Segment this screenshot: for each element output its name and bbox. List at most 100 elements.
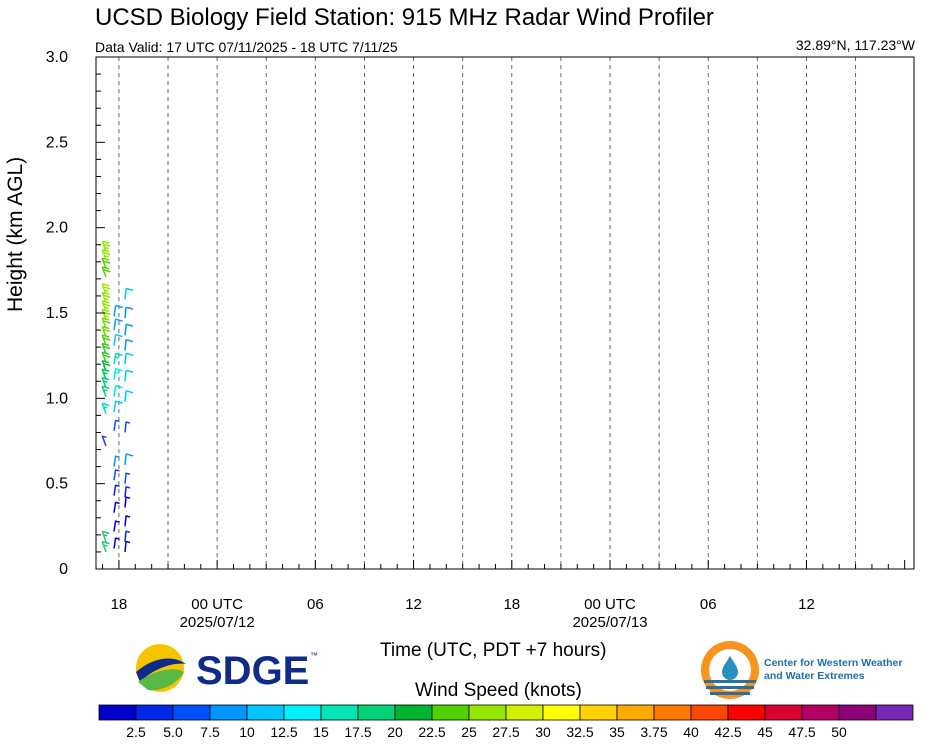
wind-barb (124, 486, 131, 498)
wind-barb (113, 385, 123, 397)
colorbar-cell (875, 704, 914, 721)
wind-barb (113, 520, 120, 532)
x-tick-date-label: 2025/07/13 (572, 614, 647, 631)
sdge-trademark: ™ (310, 651, 318, 660)
wind-barb (101, 540, 110, 553)
colorbar-tick-label: 5.0 (163, 724, 183, 740)
y-tick-label: 1.5 (46, 305, 68, 322)
y-tick-label: 0 (59, 561, 68, 578)
wind-barb (113, 318, 123, 331)
colorbar-tick-label: 15 (313, 724, 329, 740)
colorbar-cell (394, 704, 433, 721)
colorbar-label: Wind Speed (knots) (415, 680, 582, 701)
y-tick-label: 2.0 (46, 220, 68, 237)
colorbar-tick-label: 32.5 (566, 724, 593, 740)
wind-barb (101, 530, 110, 542)
wind-barb (113, 501, 120, 513)
colorbar-cell (838, 704, 877, 721)
wind-barb (113, 304, 123, 317)
colorbar-tick-label: 25 (461, 724, 477, 740)
wind-barb (124, 453, 134, 465)
colorbar-cell (431, 704, 470, 721)
wind-barb (124, 369, 134, 382)
wind-barb (101, 283, 111, 295)
colorbar-tick-label: 20 (387, 724, 403, 740)
colorbar-cell (653, 704, 692, 721)
colorbar-cell (283, 704, 322, 721)
wind-barb (124, 390, 134, 402)
wind-barb (124, 323, 134, 336)
colorbar-cell (764, 704, 803, 721)
x-tick-label: 06 (307, 596, 324, 613)
colorbar-cell (209, 704, 248, 721)
colorbar-cell (801, 704, 840, 721)
cw3e-name-line2: and Water Extremes (764, 670, 865, 682)
colorbar-cell (246, 704, 285, 721)
wind-barb (101, 402, 110, 414)
x-tick-label: 12 (405, 596, 422, 613)
y-axis: 0 0.5 1.0 1.5 2.0 2.5 3.0 (46, 49, 105, 578)
wind-profile-plot: 00.51.01.52.02.53.0 18 00 UTC2025/07/1206… (46, 49, 915, 631)
wind-barb (113, 367, 123, 380)
wind-barb (124, 515, 131, 527)
station-location: 32.89°N, 117.23°W (795, 37, 915, 53)
chart-title: UCSD Biology Field Station: 915 MHz Rada… (95, 4, 714, 31)
colorbar-tick-label: 12.5 (270, 724, 297, 740)
sdge-logo: SDGE ™ (136, 644, 318, 693)
colorbar-cell (468, 704, 507, 721)
wind-barb (113, 537, 120, 549)
colorbar-tick-label: 17.5 (344, 724, 371, 740)
sdge-wordmark: SDGE (196, 649, 309, 693)
wind-barb (124, 472, 131, 484)
wind-barb (124, 306, 134, 319)
wind-barb (113, 484, 120, 496)
wind-barb (101, 435, 107, 447)
x-tick-label: 18 (503, 596, 520, 613)
wind-barb (113, 400, 123, 413)
colorbar-tick-label: 42.5 (714, 724, 741, 740)
colorbar-cell (690, 704, 729, 721)
colorbar-tick-label: 40 (683, 724, 699, 740)
wind-barb (124, 540, 131, 553)
wind-barb (113, 419, 120, 431)
wind-barb (124, 287, 134, 300)
colorbar-cell (505, 704, 544, 721)
data-valid-text: Data Valid: 17 UTC 07/11/2025 - 18 UTC 7… (95, 39, 398, 55)
colorbar-cell (616, 704, 655, 721)
time-gridlines (118, 57, 857, 569)
wind-barb (124, 421, 131, 433)
plot-frame (95, 56, 915, 570)
x-tick-label: 18 (111, 596, 128, 613)
wind-barb (124, 496, 131, 508)
x-tick-label: 00 UTC (584, 596, 636, 613)
colorbar-tick-label: 35 (609, 724, 625, 740)
wind-barb (113, 352, 123, 365)
wind-speed-colorbar: 2.5 5.0 7.5 10 12.5 15 17.5 20 22.5 25 27.5 30 32.5 3… (98, 704, 914, 740)
x-tick-label: 06 (700, 596, 717, 613)
colorbar-cell (135, 704, 174, 721)
colorbar-tick-label: 7.5 (200, 724, 220, 740)
wind-barb (101, 240, 111, 252)
colorbar-tick-label: 45 (757, 724, 773, 740)
wind-barb (113, 469, 120, 481)
x-axis-label: Time (UTC, PDT +7 hours) (380, 640, 607, 661)
colorbar-cell (172, 704, 211, 721)
wind-barbs (101, 240, 134, 553)
colorbar-tick-label: 22.5 (418, 724, 445, 740)
cw3e-name-line1: Center for Western Weather (764, 657, 902, 669)
wind-barb (113, 333, 123, 346)
wind-barb (124, 530, 131, 542)
cw3e-logo: Center for Western Weather and Water Ext… (701, 641, 902, 699)
x-tick-label: 00 UTC (191, 596, 243, 613)
x-tick-label: 12 (798, 596, 815, 613)
colorbar-tick-label: 30 (535, 724, 551, 740)
wind-barb (124, 338, 134, 351)
colorbar-tick-label: 2.5 (126, 724, 146, 740)
y-tick-label: 0.5 (46, 476, 68, 493)
colorbar-cell (579, 704, 618, 721)
colorbar-tick-label: 50 (831, 724, 847, 740)
colorbar-cell (542, 704, 581, 721)
wind-barb (124, 352, 134, 365)
colorbar-tick-label: 27.5 (492, 724, 519, 740)
